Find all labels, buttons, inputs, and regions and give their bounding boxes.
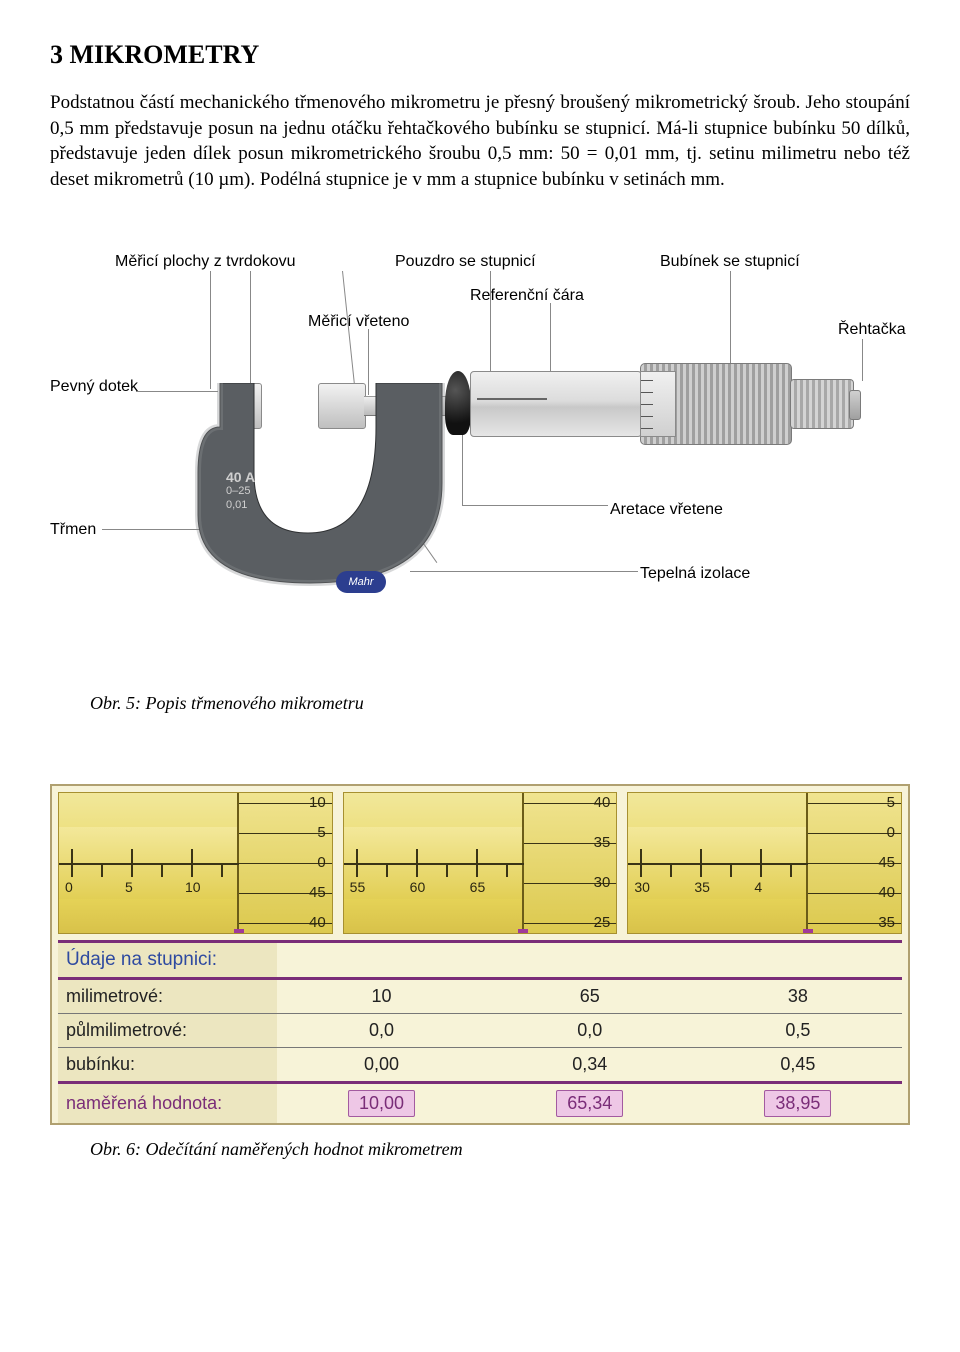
label-tepelna: Tepelná izolace xyxy=(640,565,750,583)
figure-6-caption: Obr. 6: Odečítání naměřených hodnot mikr… xyxy=(90,1139,910,1160)
section-title: 3 MIKROMETRY xyxy=(50,40,910,70)
result-cell: 10,00 xyxy=(277,1082,485,1123)
label-bubinek: Bubínek se stupnicí xyxy=(660,253,800,271)
sleeve-with-scale xyxy=(470,371,642,437)
table-cell: 0,34 xyxy=(486,1047,694,1082)
label-referencni: Referenční čára xyxy=(470,287,584,305)
table-cell: 0,5 xyxy=(694,1013,902,1047)
scale-example: 051010504540 xyxy=(58,792,333,934)
figure-5-caption: Obr. 5: Popis třmenového mikrometru xyxy=(90,693,910,714)
scale-example: 3035450454035 xyxy=(627,792,902,934)
label-pouzdro: Pouzdro se stupnicí xyxy=(395,253,536,271)
label-merici-vreteno: Měřicí vřeteno xyxy=(308,313,409,331)
row-label: milimetrové: xyxy=(58,978,277,1013)
device-markings: 40 A 0–25 0,01 xyxy=(226,469,255,512)
table-cell: 10 xyxy=(277,978,485,1013)
label-pevny-dotek: Pevný dotek xyxy=(50,378,138,396)
table-cell: 0,0 xyxy=(486,1013,694,1047)
table-cell: 0,0 xyxy=(277,1013,485,1047)
table-cell: 0,45 xyxy=(694,1047,902,1082)
brand-badge: Mahr xyxy=(336,571,386,593)
table-cell: 65 xyxy=(486,978,694,1013)
row-label: bubínku: xyxy=(58,1047,277,1082)
label-trmen: Třmen xyxy=(50,521,96,539)
table-cell: 38 xyxy=(694,978,902,1013)
body-paragraph: Podstatnou částí mechanického třmenového… xyxy=(50,90,910,193)
label-merici-plochy: Měřicí plochy z tvrdokovu xyxy=(115,253,296,271)
label-rehtacka: Řehtačka xyxy=(838,321,906,339)
row-label: půlmilimetrové: xyxy=(58,1013,277,1047)
micrometer-diagram: Měřicí plochy z tvrdokovu Pouzdro se stu… xyxy=(50,253,910,683)
result-cell: 38,95 xyxy=(694,1082,902,1123)
readings-panel: 051010504540556065403530253035450454035 … xyxy=(50,784,910,1125)
result-label: naměřená hodnota: xyxy=(58,1082,277,1123)
thimble-scale xyxy=(640,371,676,437)
table-header: Údaje na stupnici: xyxy=(58,941,277,978)
ratchet xyxy=(790,379,854,429)
readings-table: Údaje na stupnici: milimetrové:106538 půl… xyxy=(58,940,902,1123)
scale-example: 55606540353025 xyxy=(343,792,618,934)
label-aretace: Aretace vřetene xyxy=(610,501,723,519)
table-cell: 0,00 xyxy=(277,1047,485,1082)
result-cell: 65,34 xyxy=(486,1082,694,1123)
